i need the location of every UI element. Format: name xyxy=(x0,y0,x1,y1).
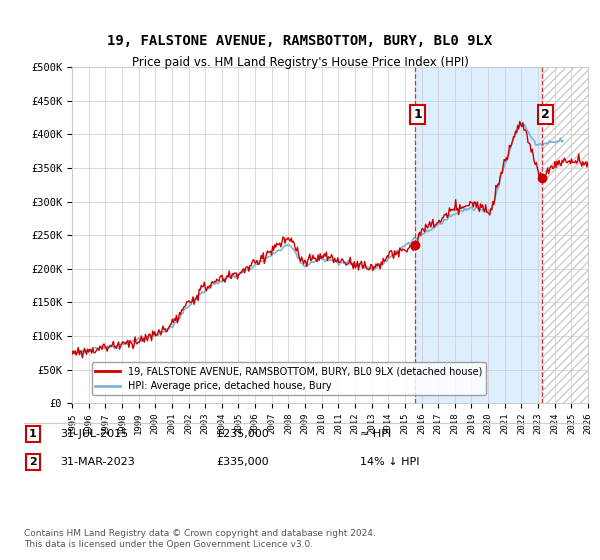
Text: 14% ↓ HPI: 14% ↓ HPI xyxy=(360,457,419,467)
Text: 2: 2 xyxy=(29,457,37,467)
Text: 31-JUL-2015: 31-JUL-2015 xyxy=(60,429,128,439)
Text: £235,000: £235,000 xyxy=(216,429,269,439)
Bar xyxy=(415,67,542,403)
Text: 19, FALSTONE AVENUE, RAMSBOTTOM, BURY, BL0 9LX: 19, FALSTONE AVENUE, RAMSBOTTOM, BURY, B… xyxy=(107,34,493,48)
Text: Contains HM Land Registry data © Crown copyright and database right 2024.
This d: Contains HM Land Registry data © Crown c… xyxy=(24,529,376,549)
Text: 1: 1 xyxy=(29,429,37,439)
Text: £335,000: £335,000 xyxy=(216,457,269,467)
Bar xyxy=(542,67,588,403)
Text: 2: 2 xyxy=(541,108,550,121)
Text: 1: 1 xyxy=(413,108,422,121)
Text: 31-MAR-2023: 31-MAR-2023 xyxy=(60,457,135,467)
Text: ≈ HPI: ≈ HPI xyxy=(360,429,391,439)
Text: Price paid vs. HM Land Registry's House Price Index (HPI): Price paid vs. HM Land Registry's House … xyxy=(131,56,469,69)
Legend: 19, FALSTONE AVENUE, RAMSBOTTOM, BURY, BL0 9LX (detached house), HPI: Average pr: 19, FALSTONE AVENUE, RAMSBOTTOM, BURY, B… xyxy=(92,362,486,395)
